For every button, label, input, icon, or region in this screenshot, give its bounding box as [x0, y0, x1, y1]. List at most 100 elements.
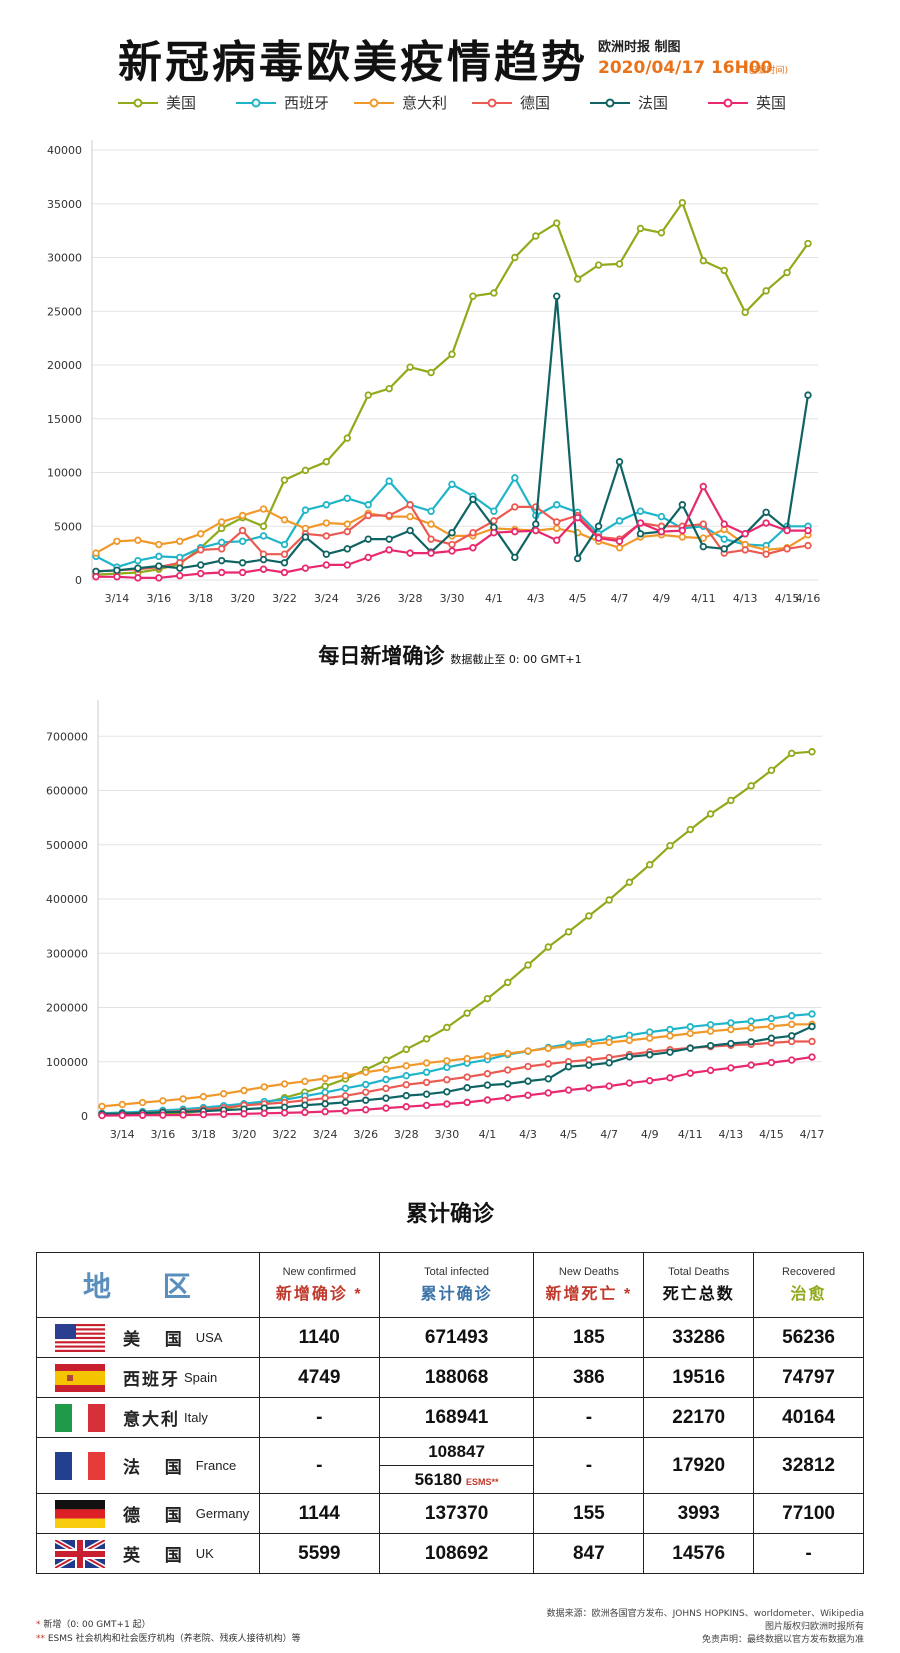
data-point-italy — [343, 520, 351, 528]
legend-swatch-uk — [708, 98, 748, 107]
data-point-italy — [443, 1057, 451, 1065]
data-point-italy — [92, 549, 100, 557]
data-point-uk — [469, 544, 477, 552]
data-point-france — [762, 508, 770, 516]
x-tick-label: 3/30 — [435, 1128, 460, 1141]
table-header-row: 地 区 New confirmed 新增确诊 * Total infected 累计… — [36, 1252, 864, 1318]
data-point-uk — [524, 1091, 532, 1099]
legend-item-france: 法国 — [590, 92, 708, 113]
data-point-italy — [553, 524, 561, 533]
header-new-confirmed: New confirmed 新增确诊 * — [258, 1252, 380, 1318]
data-point-uk — [220, 1110, 228, 1118]
data-point-france — [155, 562, 163, 570]
data-point-germany — [490, 517, 498, 525]
data-point-italy — [422, 1059, 431, 1067]
italy-new-deaths: - — [533, 1397, 645, 1438]
data-point-uk — [280, 1109, 289, 1117]
data-point-italy — [544, 1044, 552, 1053]
y-tick-label: 30000 — [47, 252, 82, 265]
data-point-germany — [343, 527, 351, 536]
spain-new-confirmed: 4749 — [258, 1357, 380, 1398]
x-tick-label: 3/14 — [105, 592, 130, 605]
x-tick-label: 4/7 — [611, 592, 629, 605]
data-point-usa — [443, 1023, 451, 1032]
data-point-usa — [808, 748, 816, 756]
data-point-uk — [98, 1111, 106, 1120]
data-point-france — [176, 564, 184, 572]
x-tick-label: 3/14 — [110, 1128, 135, 1141]
data-point-germany — [422, 1078, 431, 1087]
data-point-uk — [118, 1111, 126, 1120]
data-point-france — [706, 1041, 715, 1050]
data-point-uk — [646, 1076, 654, 1085]
data-point-italy — [699, 534, 707, 542]
data-point-uk — [666, 1074, 674, 1082]
data-point-france — [364, 535, 372, 543]
data-point-uk — [762, 519, 770, 527]
data-point-usa — [720, 266, 728, 275]
data-point-germany — [402, 1080, 410, 1089]
data-point-usa — [666, 841, 674, 850]
data-point-spain — [134, 556, 142, 565]
data-point-uk — [382, 1104, 390, 1112]
data-point-italy — [727, 1025, 735, 1034]
data-point-usa — [573, 275, 582, 283]
data-point-germany — [385, 511, 393, 520]
x-tick-label: 4/5 — [560, 1128, 578, 1141]
x-tick-label: 3/18 — [191, 1128, 216, 1141]
data-point-uk — [573, 513, 582, 522]
data-point-usa — [804, 239, 812, 248]
data-point-italy — [362, 1068, 370, 1076]
data-point-usa — [615, 260, 624, 268]
y-tick-label: 400000 — [46, 893, 88, 906]
data-point-usa — [343, 434, 351, 442]
data-point-uk — [402, 1103, 410, 1111]
data-point-uk — [159, 1111, 167, 1119]
data-point-france — [615, 458, 624, 466]
data-point-spain — [217, 538, 226, 547]
data-point-uk — [113, 573, 121, 581]
x-tick-label: 4/13 — [733, 592, 758, 605]
data-point-italy — [463, 1054, 471, 1063]
data-point-germany — [783, 545, 791, 553]
data-point-france — [406, 526, 414, 535]
data-point-france — [385, 535, 393, 543]
data-point-uk — [706, 1066, 715, 1075]
data-point-uk — [625, 1079, 634, 1087]
data-point-france — [217, 556, 226, 565]
header-total-deaths: Total Deaths 死亡总数 — [643, 1252, 755, 1318]
header-total-infected: Total infected 累计确诊 — [378, 1252, 535, 1318]
data-point-france — [463, 1084, 471, 1092]
data-point-usa — [301, 466, 310, 475]
data-point-germany — [217, 545, 226, 553]
data-point-italy — [199, 1092, 208, 1101]
data-point-uk — [259, 565, 268, 573]
data-point-uk — [427, 549, 435, 557]
data-point-uk — [678, 526, 687, 535]
data-point-spain — [490, 507, 498, 515]
data-point-uk — [155, 574, 163, 582]
data-point-spain — [553, 501, 561, 509]
table-row-germany: 德 国 Germany 1144 137370 155 3993 77100 — [36, 1493, 864, 1534]
data-point-italy — [138, 1098, 147, 1107]
data-point-france — [585, 1061, 593, 1069]
x-tick-label: 4/11 — [678, 1128, 703, 1141]
data-point-uk — [788, 1056, 796, 1064]
italy-recovered: 40164 — [753, 1397, 864, 1438]
data-point-spain — [747, 1017, 755, 1025]
uk-flag-icon — [55, 1539, 105, 1568]
region-germany: 德 国 Germany — [36, 1493, 260, 1534]
y-tick-label: 700000 — [46, 730, 88, 743]
data-point-france — [343, 545, 351, 553]
x-tick-label: 3/26 — [356, 592, 381, 605]
datetime-note: (巴黎时间) — [745, 66, 789, 76]
region-spain: 西班牙 Spain — [36, 1357, 260, 1398]
data-point-uk — [406, 549, 414, 557]
data-point-italy — [483, 1052, 492, 1060]
data-point-germany — [699, 520, 707, 528]
data-point-usa — [322, 458, 331, 466]
data-point-uk — [747, 1061, 755, 1069]
data-point-usa — [646, 861, 654, 869]
y-tick-label: 0 — [75, 574, 82, 587]
x-tick-label: 3/30 — [440, 592, 465, 605]
